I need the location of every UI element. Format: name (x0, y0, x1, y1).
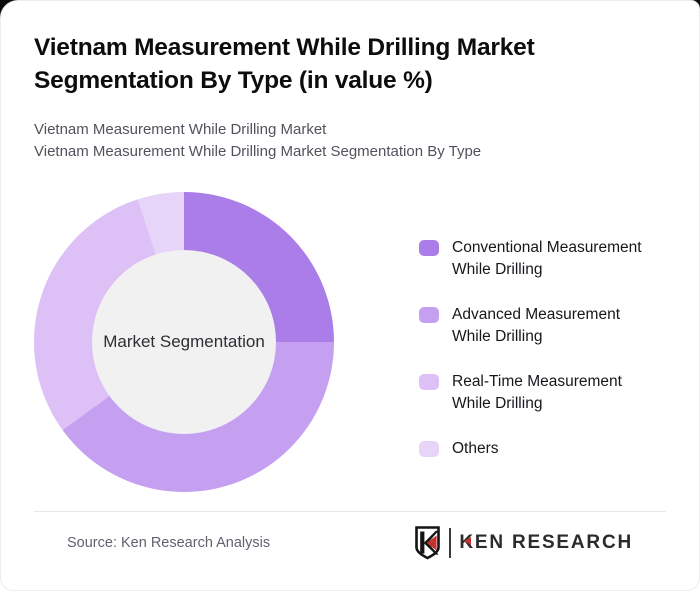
logo-k-triangle-icon (464, 536, 472, 545)
ken-research-shield-icon (415, 525, 440, 560)
legend-item-realtime: Real-Time Measurement While Drilling (419, 371, 659, 415)
legend-item-advanced: Advanced Measurement While Drilling (419, 304, 659, 348)
page-title: Vietnam Measurement While Drilling Marke… (34, 34, 535, 95)
logo-brand-text: K EN RESEARCH (459, 532, 633, 554)
subtitle-block: Vietnam Measurement While Drilling Marke… (34, 119, 666, 163)
legend-label: Advanced Measurement While Drilling (452, 305, 621, 345)
donut-chart-wrapper: Market Segmentation (34, 191, 334, 492)
subtitle-line-2: Vietnam Measurement While Drilling Marke… (34, 142, 482, 160)
footer: Source: Ken Research Analysis K EN RESEAR… (34, 510, 666, 560)
donut-center-label: Market Segmentation (103, 331, 265, 351)
logo-separator (448, 527, 452, 558)
legend-label: Real-Time Measurement While Drilling (452, 372, 622, 412)
donut-center: Market Segmentation (92, 249, 276, 434)
legend-swatch-icon (419, 440, 439, 457)
chart-area: Market Segmentation Conventional Measure… (34, 191, 666, 492)
legend-swatch-icon (419, 239, 439, 256)
legend-swatch-icon (419, 373, 439, 390)
logo-brand-rest: EN RESEARCH (474, 531, 633, 553)
legend-item-conventional: Conventional Measurement While Drilling (419, 237, 659, 281)
legend-swatch-icon (419, 306, 439, 323)
subtitle-line-1: Vietnam Measurement While Drilling Marke… (34, 120, 327, 138)
legend-item-others: Others (419, 438, 659, 460)
source-text: Source: Ken Research Analysis (67, 534, 271, 551)
ken-research-logo: K EN RESEARCH (414, 525, 633, 560)
legend-label: Others (452, 439, 499, 457)
chart-legend: Conventional Measurement While Drilling … (419, 192, 659, 492)
legend-label: Conventional Measurement While Drilling (452, 238, 642, 278)
logo-k-letter: K (459, 531, 475, 553)
